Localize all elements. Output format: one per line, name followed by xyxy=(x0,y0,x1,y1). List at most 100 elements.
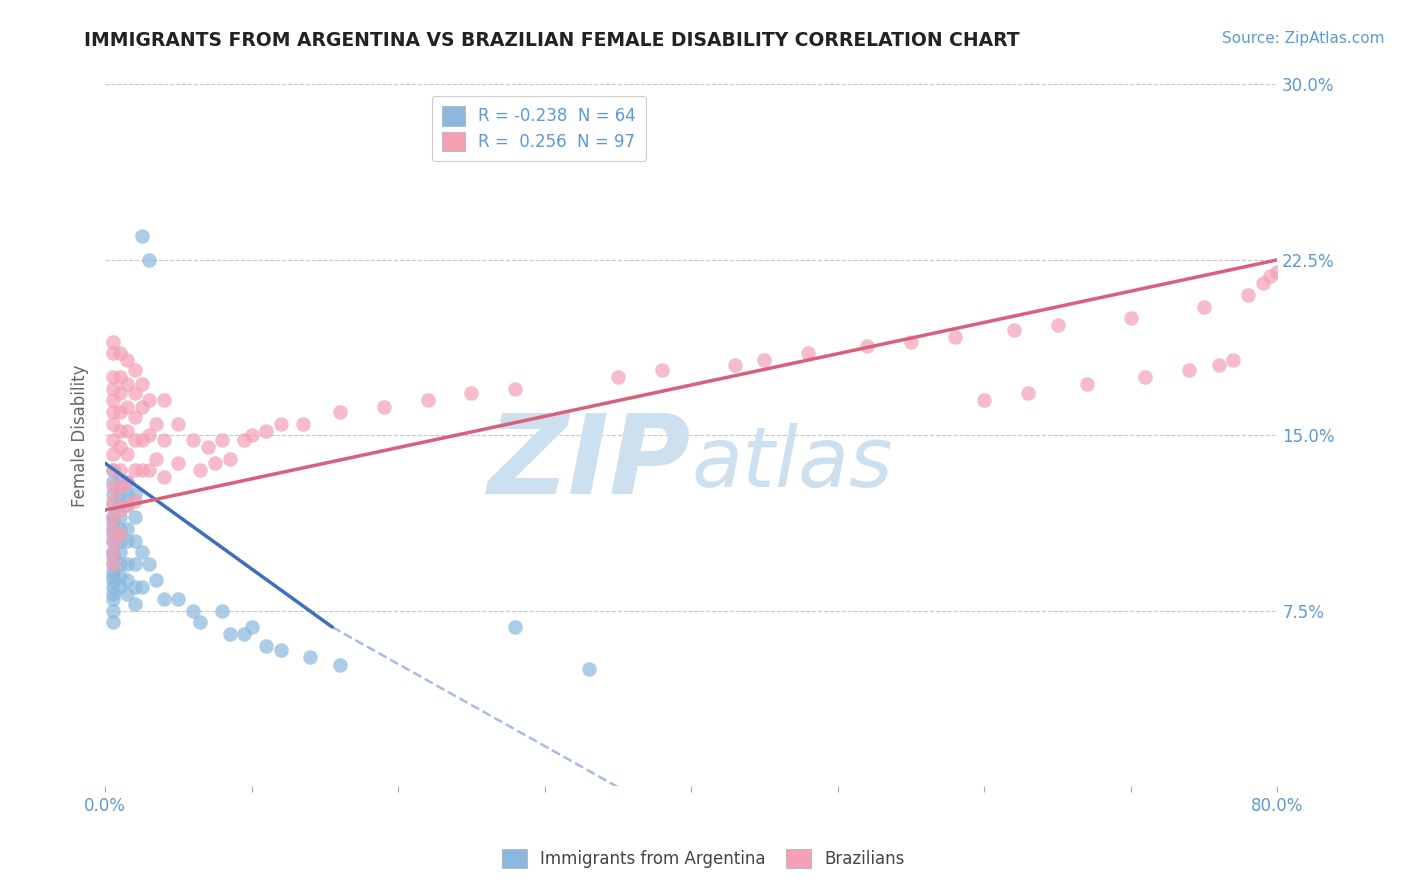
Point xyxy=(1046,318,1069,333)
Point xyxy=(138,252,160,267)
Point xyxy=(101,382,124,396)
Point xyxy=(131,545,153,559)
Point xyxy=(724,358,747,372)
Point xyxy=(101,549,124,564)
Point xyxy=(218,627,240,641)
Point xyxy=(101,526,124,541)
Point xyxy=(373,401,395,415)
Point xyxy=(108,557,131,571)
Point xyxy=(108,346,131,360)
Point xyxy=(1119,311,1142,326)
Point xyxy=(153,592,176,607)
Point xyxy=(124,493,146,508)
Point xyxy=(299,650,322,665)
Point xyxy=(101,499,124,513)
Point xyxy=(101,463,124,477)
Point xyxy=(181,433,204,447)
Point xyxy=(101,522,124,536)
Point xyxy=(329,405,352,419)
Point xyxy=(101,393,124,408)
Point xyxy=(505,620,527,634)
Point xyxy=(211,433,233,447)
Point xyxy=(101,574,124,588)
Point xyxy=(578,662,600,676)
Point xyxy=(138,393,160,408)
Point xyxy=(115,401,138,415)
Point xyxy=(108,424,131,438)
Point xyxy=(329,657,352,672)
Point xyxy=(101,568,124,582)
Point xyxy=(108,526,131,541)
Point xyxy=(108,405,131,419)
Point xyxy=(1222,353,1244,368)
Point xyxy=(108,510,131,524)
Point xyxy=(181,604,204,618)
Point xyxy=(101,405,124,419)
Point xyxy=(270,643,292,657)
Point xyxy=(153,433,176,447)
Y-axis label: Female Disability: Female Disability xyxy=(72,364,89,507)
Point xyxy=(124,433,146,447)
Point xyxy=(115,574,138,588)
Point xyxy=(1258,269,1281,284)
Point xyxy=(124,510,146,524)
Point xyxy=(101,510,124,524)
Point xyxy=(1208,358,1230,372)
Point xyxy=(138,428,160,442)
Point xyxy=(101,346,124,360)
Point xyxy=(115,499,138,513)
Point xyxy=(124,386,146,401)
Point xyxy=(101,557,124,571)
Point xyxy=(973,393,995,408)
Point xyxy=(270,417,292,431)
Point xyxy=(1135,369,1157,384)
Point xyxy=(190,615,212,630)
Point xyxy=(1178,363,1201,377)
Point xyxy=(1251,277,1274,291)
Text: atlas: atlas xyxy=(692,423,893,504)
Point xyxy=(101,522,124,536)
Point xyxy=(115,353,138,368)
Point xyxy=(1192,300,1215,314)
Point xyxy=(505,382,527,396)
Point xyxy=(108,475,131,489)
Point xyxy=(108,568,131,582)
Point xyxy=(754,353,776,368)
Point xyxy=(131,580,153,594)
Point xyxy=(115,376,138,391)
Point xyxy=(197,440,219,454)
Point xyxy=(101,369,124,384)
Point xyxy=(233,433,256,447)
Point xyxy=(101,557,124,571)
Point xyxy=(108,503,131,517)
Point xyxy=(218,451,240,466)
Point xyxy=(101,475,124,489)
Point xyxy=(101,493,124,508)
Point xyxy=(1002,323,1025,337)
Point xyxy=(856,339,879,353)
Point xyxy=(101,545,124,559)
Point xyxy=(292,417,315,431)
Point xyxy=(240,428,263,442)
Point xyxy=(101,417,124,431)
Point xyxy=(167,456,190,470)
Point xyxy=(108,440,131,454)
Point xyxy=(124,409,146,424)
Point xyxy=(101,533,124,548)
Point xyxy=(131,463,153,477)
Point xyxy=(138,463,160,477)
Point xyxy=(124,580,146,594)
Point xyxy=(145,451,167,466)
Point xyxy=(138,557,160,571)
Point xyxy=(1265,264,1288,278)
Point xyxy=(108,533,131,548)
Text: Source: ZipAtlas.com: Source: ZipAtlas.com xyxy=(1222,31,1385,46)
Point xyxy=(607,369,630,384)
Point xyxy=(124,487,146,501)
Point xyxy=(115,522,138,536)
Point xyxy=(115,475,138,489)
Legend: Immigrants from Argentina, Brazilians: Immigrants from Argentina, Brazilians xyxy=(495,842,911,875)
Point xyxy=(101,463,124,477)
Point xyxy=(108,545,131,559)
Text: ZIP: ZIP xyxy=(488,409,692,516)
